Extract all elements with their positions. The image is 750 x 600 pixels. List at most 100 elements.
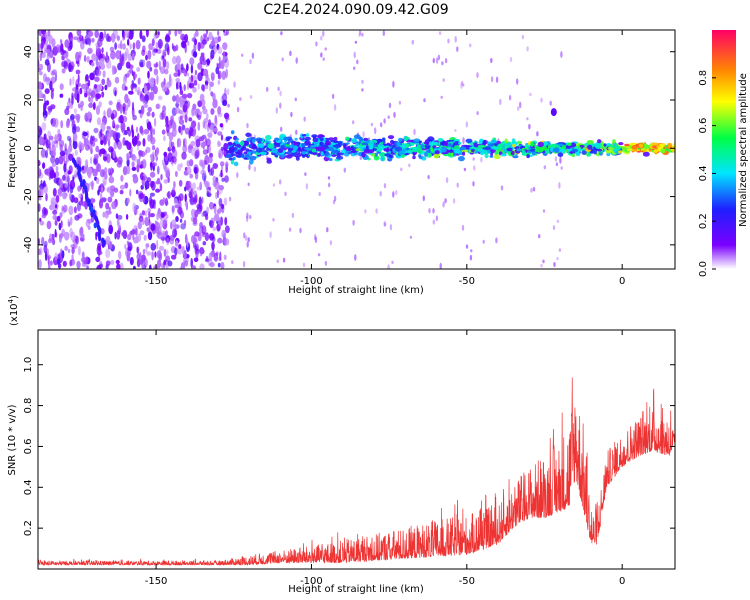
signal-blob: [416, 144, 421, 150]
noise-blob: [178, 244, 182, 249]
colorbar-tick-label: 0.6: [698, 118, 709, 134]
noise-blob: [165, 115, 169, 126]
noise-blob: [135, 189, 139, 195]
noise-blob: [52, 238, 56, 246]
outlier-blob: [383, 220, 386, 227]
noise-blob: [69, 61, 75, 70]
noise-blob: [73, 206, 77, 214]
noise-blob: [186, 238, 189, 248]
noise-blob: [167, 260, 173, 267]
signal-blob: [340, 149, 346, 154]
outlier-blob: [470, 249, 473, 253]
noise-blob: [224, 175, 229, 183]
noise-blob: [58, 155, 64, 165]
noise-blob: [208, 156, 213, 164]
noise-blob: [162, 85, 168, 92]
outlier-blob: [329, 240, 333, 246]
noise-blob: [44, 240, 48, 247]
noise-blob: [183, 96, 187, 103]
noise-blob: [72, 75, 75, 86]
noise-blob: [179, 81, 182, 91]
outlier-blob: [526, 46, 529, 52]
signal-blob: [553, 147, 560, 153]
signal-blob: [571, 148, 579, 153]
noise-blob: [168, 132, 174, 141]
signal-blob: [248, 144, 252, 148]
noise-blob: [220, 134, 224, 141]
spectrogram-frame: [37, 29, 676, 270]
noise-blob: [124, 244, 127, 250]
outlier-blob: [379, 190, 382, 197]
noise-blob: [158, 60, 162, 71]
outlier-blob: [246, 122, 249, 129]
noise-blob: [137, 132, 140, 141]
signal-blob: [474, 147, 482, 152]
signal-blob: [621, 146, 627, 151]
noise-blob: [129, 257, 134, 266]
signal-blob: [251, 138, 256, 143]
noise-blob: [99, 31, 104, 39]
outlier-blob: [542, 259, 545, 264]
signal-blob: [304, 153, 309, 157]
signal-blob: [481, 140, 487, 147]
noise-blob: [44, 251, 48, 262]
outlier-blob: [499, 98, 502, 106]
outlier-blob: [559, 156, 562, 164]
noise-blob: [217, 262, 221, 268]
signal-blob: [453, 152, 457, 157]
noise-blob: [141, 159, 147, 169]
outlier-blob: [476, 72, 479, 79]
colorbar-tick-label: 0.4: [698, 165, 709, 181]
noise-blob: [210, 167, 215, 176]
signal-blob: [459, 146, 467, 151]
outlier-blob: [227, 116, 230, 121]
noise-blob: [122, 229, 127, 239]
signal-blob: [561, 144, 566, 150]
snr-x-ticks: -150 -100 -50 0: [145, 330, 625, 587]
signal-blob: [640, 148, 646, 151]
noise-blob: [102, 180, 106, 186]
noise-blob: [142, 248, 146, 255]
signal-blob: [530, 141, 534, 147]
noise-blob: [120, 174, 124, 182]
outlier-blob: [249, 59, 252, 65]
noise-blob: [85, 37, 92, 45]
signal-blob: [530, 148, 536, 152]
noise-blob: [57, 263, 62, 269]
noise-blob: [68, 192, 73, 201]
noise-blob: [143, 234, 147, 241]
noise-blob: [60, 220, 63, 229]
signal-blob: [304, 140, 311, 146]
noise-blob: [138, 109, 142, 114]
noise-blob: [162, 217, 168, 224]
signal-blob: [336, 152, 341, 158]
noise-blob: [45, 40, 49, 48]
signal-blob: [612, 139, 616, 144]
noise-blob: [43, 93, 46, 103]
noise-blob: [202, 241, 207, 246]
noise-blob: [132, 202, 137, 213]
noise-blob: [61, 152, 64, 157]
signal-blob: [413, 138, 421, 143]
signal-blob: [511, 138, 516, 144]
noise-blob: [108, 146, 114, 153]
noise-blob: [160, 173, 163, 181]
colorbar-scale: [712, 30, 736, 269]
noise-blob: [210, 72, 215, 78]
noise-blob: [38, 248, 42, 256]
noise-blob: [153, 68, 159, 76]
outlier-blob: [391, 260, 394, 264]
noise-blob: [132, 140, 136, 147]
signal-blob: [526, 154, 530, 159]
signal-blob: [271, 148, 279, 154]
noise-blob: [93, 84, 98, 89]
noise-blob: [72, 131, 78, 142]
signal-blob: [249, 155, 257, 161]
noise-blob: [85, 144, 90, 151]
streak-blob: [87, 200, 91, 207]
noise-blob: [201, 105, 206, 110]
noise-blob: [209, 201, 214, 210]
signal-blob: [558, 143, 564, 147]
outlier-blob: [295, 129, 298, 135]
